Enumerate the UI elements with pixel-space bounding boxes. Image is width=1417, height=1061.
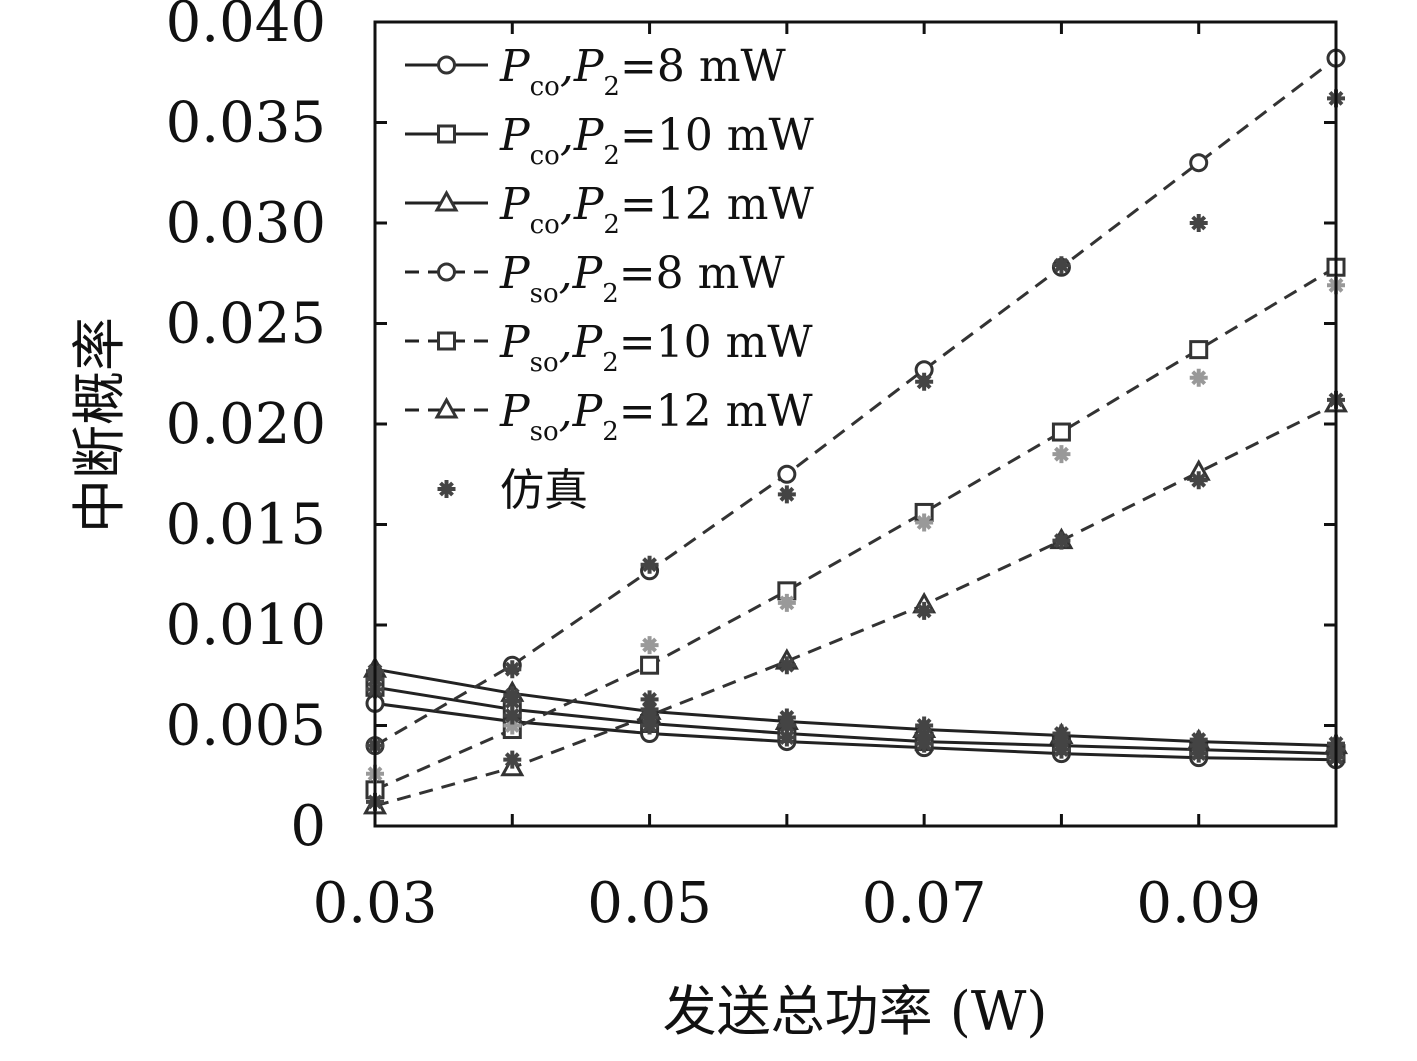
simulation-point bbox=[777, 656, 796, 675]
y-tick-label: 0.010 bbox=[166, 593, 326, 658]
legend-entry-simulation: 仿真 bbox=[437, 465, 588, 516]
series-5-point bbox=[640, 655, 660, 675]
y-tick-label: 0 bbox=[290, 794, 326, 859]
series-4-point bbox=[777, 464, 797, 484]
series-line-5 bbox=[374, 265, 1337, 792]
simulation-point bbox=[640, 700, 659, 719]
y-tick-label: 0.040 bbox=[166, 0, 326, 55]
simulation-point bbox=[915, 601, 934, 620]
simulation-point bbox=[1189, 730, 1208, 749]
simulation-point bbox=[1052, 531, 1071, 550]
simulation-point bbox=[1189, 368, 1208, 387]
legend-label: Pco,P2=8 mW bbox=[499, 41, 787, 102]
legend-label: Pso,P2=12 mW bbox=[499, 386, 813, 447]
simulation-point bbox=[915, 513, 934, 532]
y-axis-title: 中断概率 bbox=[68, 317, 131, 533]
simulation-point bbox=[777, 708, 796, 727]
legend-entry-6: Pso,P2=12 mW bbox=[405, 386, 813, 447]
legend-entry-3: Pco,P2=12 mW bbox=[405, 179, 815, 240]
series-line-3 bbox=[374, 667, 1337, 748]
simulation-point bbox=[777, 485, 796, 504]
legend-label: Pso,P2=10 mW bbox=[499, 317, 813, 378]
x-tick-label: 0.03 bbox=[313, 871, 438, 936]
simulation-point bbox=[915, 716, 934, 735]
legend-entry-5: Pso,P2=10 mW bbox=[405, 317, 813, 378]
y-tick-label: 0.015 bbox=[166, 493, 326, 558]
legend-marker bbox=[437, 480, 456, 498]
x-tick-label: 0.07 bbox=[862, 871, 987, 936]
y-tick-label: 0.020 bbox=[166, 392, 326, 457]
simulation-point bbox=[503, 660, 522, 679]
legend-label: 仿真 bbox=[500, 465, 588, 516]
series-line-6 bbox=[374, 402, 1337, 808]
simulation-point bbox=[915, 372, 934, 391]
legend-marker bbox=[434, 396, 459, 419]
simulation-point bbox=[915, 726, 934, 745]
legend-marker bbox=[434, 189, 459, 212]
legend-label: Pco,P2=12 mW bbox=[499, 179, 815, 240]
simulation-point bbox=[1189, 214, 1208, 232]
simulation-point bbox=[640, 690, 659, 709]
legend-marker bbox=[437, 262, 456, 282]
simulation-point bbox=[1189, 471, 1208, 490]
y-tick-label: 0.030 bbox=[166, 191, 326, 256]
legend-marker bbox=[437, 331, 456, 351]
legend-entry-1: Pco,P2=8 mW bbox=[405, 41, 787, 102]
simulation-point bbox=[777, 593, 796, 612]
simulation-point bbox=[1052, 445, 1071, 464]
legend-entry-2: Pco,P2=10 mW bbox=[405, 110, 815, 171]
series-4-point bbox=[1189, 153, 1209, 173]
y-tick-label: 0.005 bbox=[166, 694, 326, 759]
simulation-point bbox=[503, 706, 522, 725]
simulation-point bbox=[503, 716, 522, 735]
legend-entry-4: Pso,P2=8 mW bbox=[405, 248, 785, 309]
simulation-point bbox=[640, 636, 659, 655]
legend-label: Pco,P2=10 mW bbox=[499, 110, 815, 171]
legend-marker bbox=[437, 55, 456, 75]
simulation-point bbox=[640, 555, 659, 574]
series-line-2 bbox=[374, 685, 1337, 756]
x-axis-title: 发送总功率 (W) bbox=[663, 980, 1048, 1043]
y-tick-label: 0.035 bbox=[166, 91, 326, 156]
simulation-point bbox=[503, 686, 522, 705]
simulation-point bbox=[1052, 724, 1071, 743]
simulation-point bbox=[777, 728, 796, 747]
legend-label: Pso,P2=8 mW bbox=[499, 248, 785, 309]
series-5-point bbox=[1189, 340, 1209, 360]
series-5-point bbox=[1051, 422, 1071, 442]
y-tick-label: 0.025 bbox=[166, 292, 326, 357]
x-tick-label: 0.05 bbox=[587, 871, 712, 936]
series-line-4 bbox=[374, 57, 1337, 747]
x-tick-label: 0.09 bbox=[1136, 871, 1261, 936]
legend-marker bbox=[437, 124, 456, 144]
simulation-point bbox=[503, 750, 522, 769]
simulation-point bbox=[1052, 256, 1071, 275]
series-line-1 bbox=[374, 701, 1337, 762]
